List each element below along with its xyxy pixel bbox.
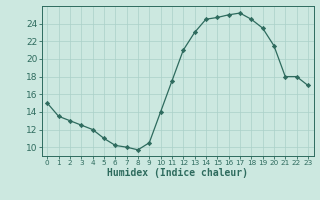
X-axis label: Humidex (Indice chaleur): Humidex (Indice chaleur) (107, 168, 248, 178)
